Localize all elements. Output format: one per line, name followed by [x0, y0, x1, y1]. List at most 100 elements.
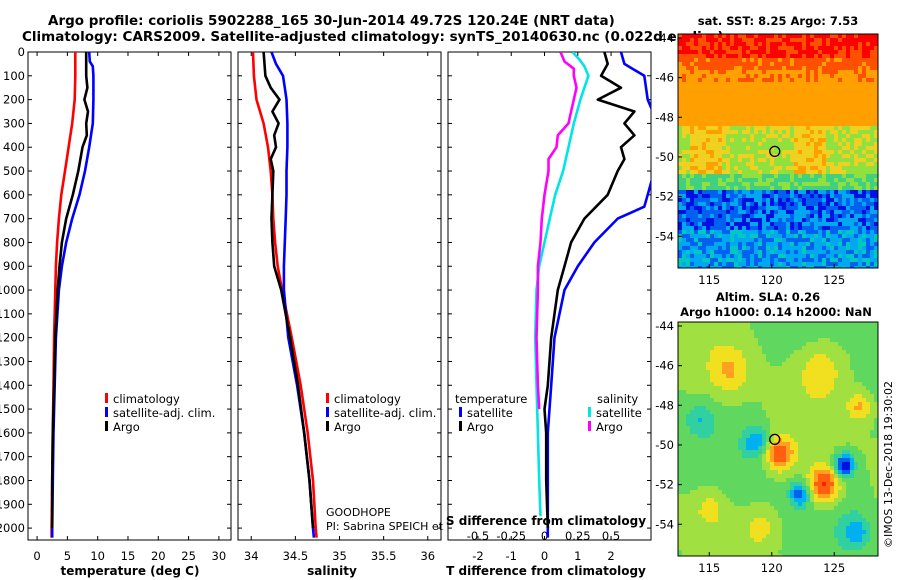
map-cell: [814, 454, 818, 458]
map-cell: [790, 46, 794, 50]
map-cell: [686, 186, 690, 190]
map-cell: [802, 158, 806, 162]
map-cell: [778, 418, 782, 422]
map-cell: [834, 74, 838, 78]
map-cell: [738, 326, 742, 330]
map-cell: [686, 102, 690, 106]
map-cell: [734, 398, 738, 402]
map-cell: [734, 114, 738, 118]
depth-tick-label: 800: [3, 235, 25, 249]
map-cell: [842, 434, 846, 438]
map-cell: [862, 366, 866, 370]
map-cell: [778, 434, 782, 438]
map-cell: [698, 330, 702, 334]
map-cell: [802, 226, 806, 230]
map-cell: [774, 146, 778, 150]
map-cell: [786, 450, 790, 454]
map-cell: [830, 330, 834, 334]
map-cell: [786, 398, 790, 402]
map-cell: [830, 174, 834, 178]
map-cell: [850, 150, 854, 154]
map-cell: [854, 266, 858, 268]
map-cell: [714, 66, 718, 70]
map-cell: [778, 206, 782, 210]
map-cell: [810, 146, 814, 150]
map-cell: [718, 86, 722, 90]
legend-header-temperature: temperature: [455, 392, 527, 406]
map-cell: [706, 74, 710, 78]
map-cell: [710, 218, 714, 222]
map-cell: [842, 370, 846, 374]
map-cell: [750, 230, 754, 234]
map-cell: [834, 406, 838, 410]
map-cell: [858, 334, 862, 338]
map-cell: [798, 42, 802, 46]
map-cell: [806, 354, 810, 358]
map-cell: [794, 58, 798, 62]
map-cell: [798, 78, 802, 82]
map-cell: [790, 394, 794, 398]
map-cell: [722, 354, 726, 358]
map-cell: [838, 226, 842, 230]
map-cell: [750, 90, 754, 94]
map-cell: [826, 42, 830, 46]
map-cell: [694, 190, 698, 194]
map-cell: [738, 234, 742, 238]
map-cell: [698, 374, 702, 378]
map-cell: [742, 382, 746, 386]
map-cell: [802, 122, 806, 126]
depth-tick-label: 300: [3, 116, 25, 130]
map-cell: [830, 354, 834, 358]
map-cell: [778, 354, 782, 358]
map-cell: [858, 198, 862, 202]
map-cell: [758, 454, 762, 458]
map-cell: [854, 422, 858, 426]
map-cell: [846, 350, 850, 354]
map-cell: [762, 450, 766, 454]
map-cell: [742, 66, 746, 70]
map-cell: [678, 426, 682, 430]
map-cell: [866, 234, 870, 238]
map-cell: [714, 182, 718, 186]
map-cell: [690, 342, 694, 346]
map-cell: [806, 210, 810, 214]
depth-tick-label: 1200: [0, 331, 25, 345]
map-cell: [770, 258, 774, 262]
map-cell: [742, 158, 746, 162]
map-cell: [826, 230, 830, 234]
map-cell: [822, 142, 826, 146]
map-cell: [710, 450, 714, 454]
map-cell: [814, 350, 818, 354]
map-cell: [694, 54, 698, 58]
map-cell: [770, 202, 774, 206]
map-cell: [834, 114, 838, 118]
map-cell: [810, 154, 814, 158]
map-cell: [790, 410, 794, 414]
map-cell: [866, 230, 870, 234]
map-cell: [802, 70, 806, 74]
map-cell: [714, 98, 718, 102]
map-cell: [686, 74, 690, 78]
map-cell: [702, 138, 706, 142]
map-cell: [746, 378, 750, 382]
map-cell: [686, 150, 690, 154]
map-cell: [770, 78, 774, 82]
map-cell: [698, 190, 702, 194]
map-cell: [842, 322, 846, 326]
map-cell: [778, 114, 782, 118]
map-cell: [874, 214, 878, 218]
map-cell: [770, 106, 774, 110]
sst-map-cells: [678, 34, 878, 268]
map-cell: [778, 106, 782, 110]
map-cell: [866, 78, 870, 82]
map-cell: [782, 38, 786, 42]
map-cell: [778, 118, 782, 122]
map-cell: [762, 378, 766, 382]
map-cell: [794, 98, 798, 102]
map-cell: [826, 334, 830, 338]
map-cell: [842, 426, 846, 430]
map-cell: [782, 46, 786, 50]
map-cell: [694, 426, 698, 430]
map-cell: [702, 194, 706, 198]
map-cell: [826, 454, 830, 458]
